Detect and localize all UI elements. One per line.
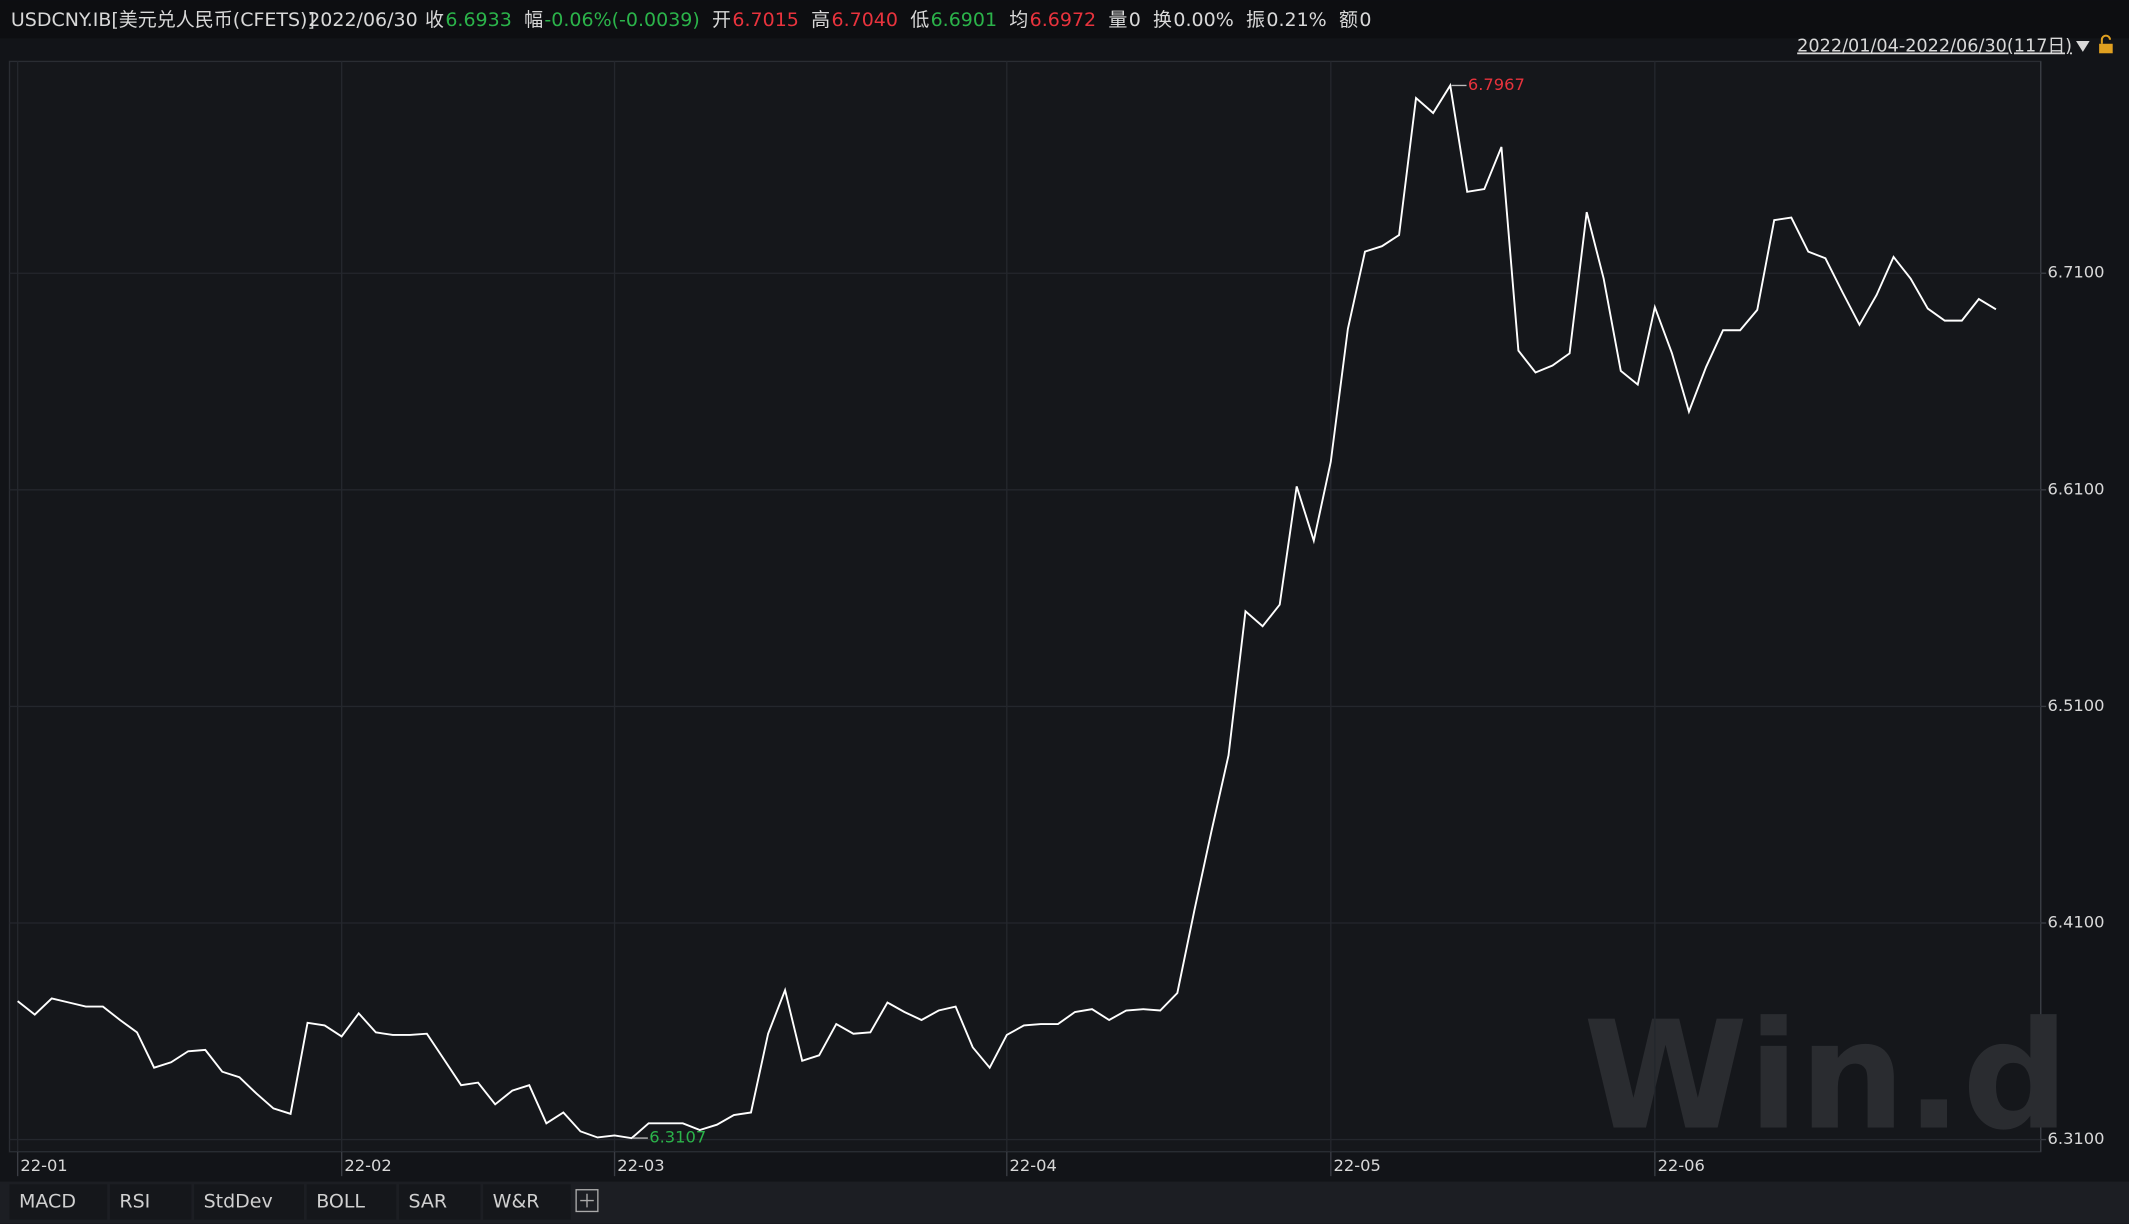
add-tab[interactable] — [575, 1189, 599, 1213]
watermark: Win.d — [1583, 990, 2069, 1164]
field-value: 6.7015 — [732, 9, 798, 31]
field-label: 高 — [811, 9, 830, 31]
tab[interactable] — [109, 1184, 192, 1220]
x-tick-label: 22-05 — [1334, 1156, 1381, 1175]
field-label: 幅 — [524, 9, 543, 31]
date-range[interactable]: 2022/01/04-2022/06/30(117日) — [1797, 36, 2072, 56]
field-label: 量 — [1108, 9, 1127, 31]
field-value: 0.00% — [1173, 9, 1233, 31]
field-value: 6.6901 — [931, 9, 997, 31]
field-value: 0 — [1129, 9, 1141, 31]
tab-label[interactable]: StdDev — [204, 1190, 273, 1212]
tab-label[interactable]: W&R — [493, 1190, 540, 1212]
field-label: 振 — [1246, 9, 1265, 31]
date: 2022/06/30 — [308, 9, 418, 31]
y-tick-label: 6.3100 — [2048, 1129, 2105, 1148]
lock-shackle — [2100, 34, 2112, 44]
plot-area — [8, 60, 2042, 1153]
tab[interactable] — [483, 1184, 571, 1220]
symbol: USDCNY.IB[美元兑人民币(CFETS)] — [11, 9, 315, 31]
tab-label[interactable]: SAR — [408, 1190, 447, 1212]
y-tick-label: 6.4100 — [2048, 913, 2105, 932]
field-value: -0.06%(-0.0039) — [544, 9, 699, 31]
y-tick-label: 6.7100 — [2048, 263, 2105, 282]
tab-label[interactable]: RSI — [119, 1190, 150, 1212]
field-label: 收 — [425, 9, 444, 31]
y-tick-label: 6.5100 — [2048, 696, 2105, 715]
tab-label[interactable]: MACD — [19, 1190, 76, 1212]
tabs: MACD RSI StdDev BOLL SAR W&R — [9, 1184, 599, 1220]
dropdown-icon[interactable] — [2076, 41, 2090, 52]
y-tick-label: 6.6100 — [2048, 479, 2105, 498]
x-tick-label: 22-06 — [1658, 1156, 1705, 1175]
field-value: 6.6933 — [445, 9, 511, 31]
chart: 6.3100 6.4100 6.5100 6.6100 6.7100 22-01 22-02… — [9, 61, 2105, 1177]
tab[interactable] — [398, 1184, 481, 1220]
field-value: 6.7040 — [831, 9, 897, 31]
field-label: 低 — [910, 9, 929, 31]
tab[interactable] — [194, 1184, 304, 1220]
field-value: 0 — [1359, 9, 1371, 31]
field-value: 6.6972 — [1030, 9, 1096, 31]
field-label: 开 — [712, 9, 731, 31]
tab[interactable] — [9, 1184, 108, 1220]
price-line — [17, 82, 1997, 1140]
tab-label[interactable]: BOLL — [316, 1190, 365, 1212]
field-label: 均 — [1009, 9, 1028, 31]
lock-icon[interactable] — [2099, 43, 2113, 54]
field-label: 换 — [1153, 9, 1172, 31]
x-tick-label: 22-03 — [617, 1156, 664, 1175]
x-tick-label: 22-04 — [1010, 1156, 1057, 1175]
add-icon — [580, 1193, 594, 1208]
x-tick-label: 22-02 — [344, 1156, 391, 1175]
x-tick-label: 22-01 — [20, 1156, 67, 1175]
min-label: 6.3107 — [649, 1128, 706, 1147]
header: USDCNY.IB[美元兑人民币(CFETS)] 2022/06/30 收 6.6… — [11, 9, 1372, 31]
field-value: 0.21% — [1266, 9, 1326, 31]
tab[interactable] — [306, 1184, 397, 1220]
field-label: 额 — [1339, 9, 1358, 31]
max-label: 6.7967 — [1468, 75, 1525, 94]
header-bar — [0, 0, 2129, 39]
